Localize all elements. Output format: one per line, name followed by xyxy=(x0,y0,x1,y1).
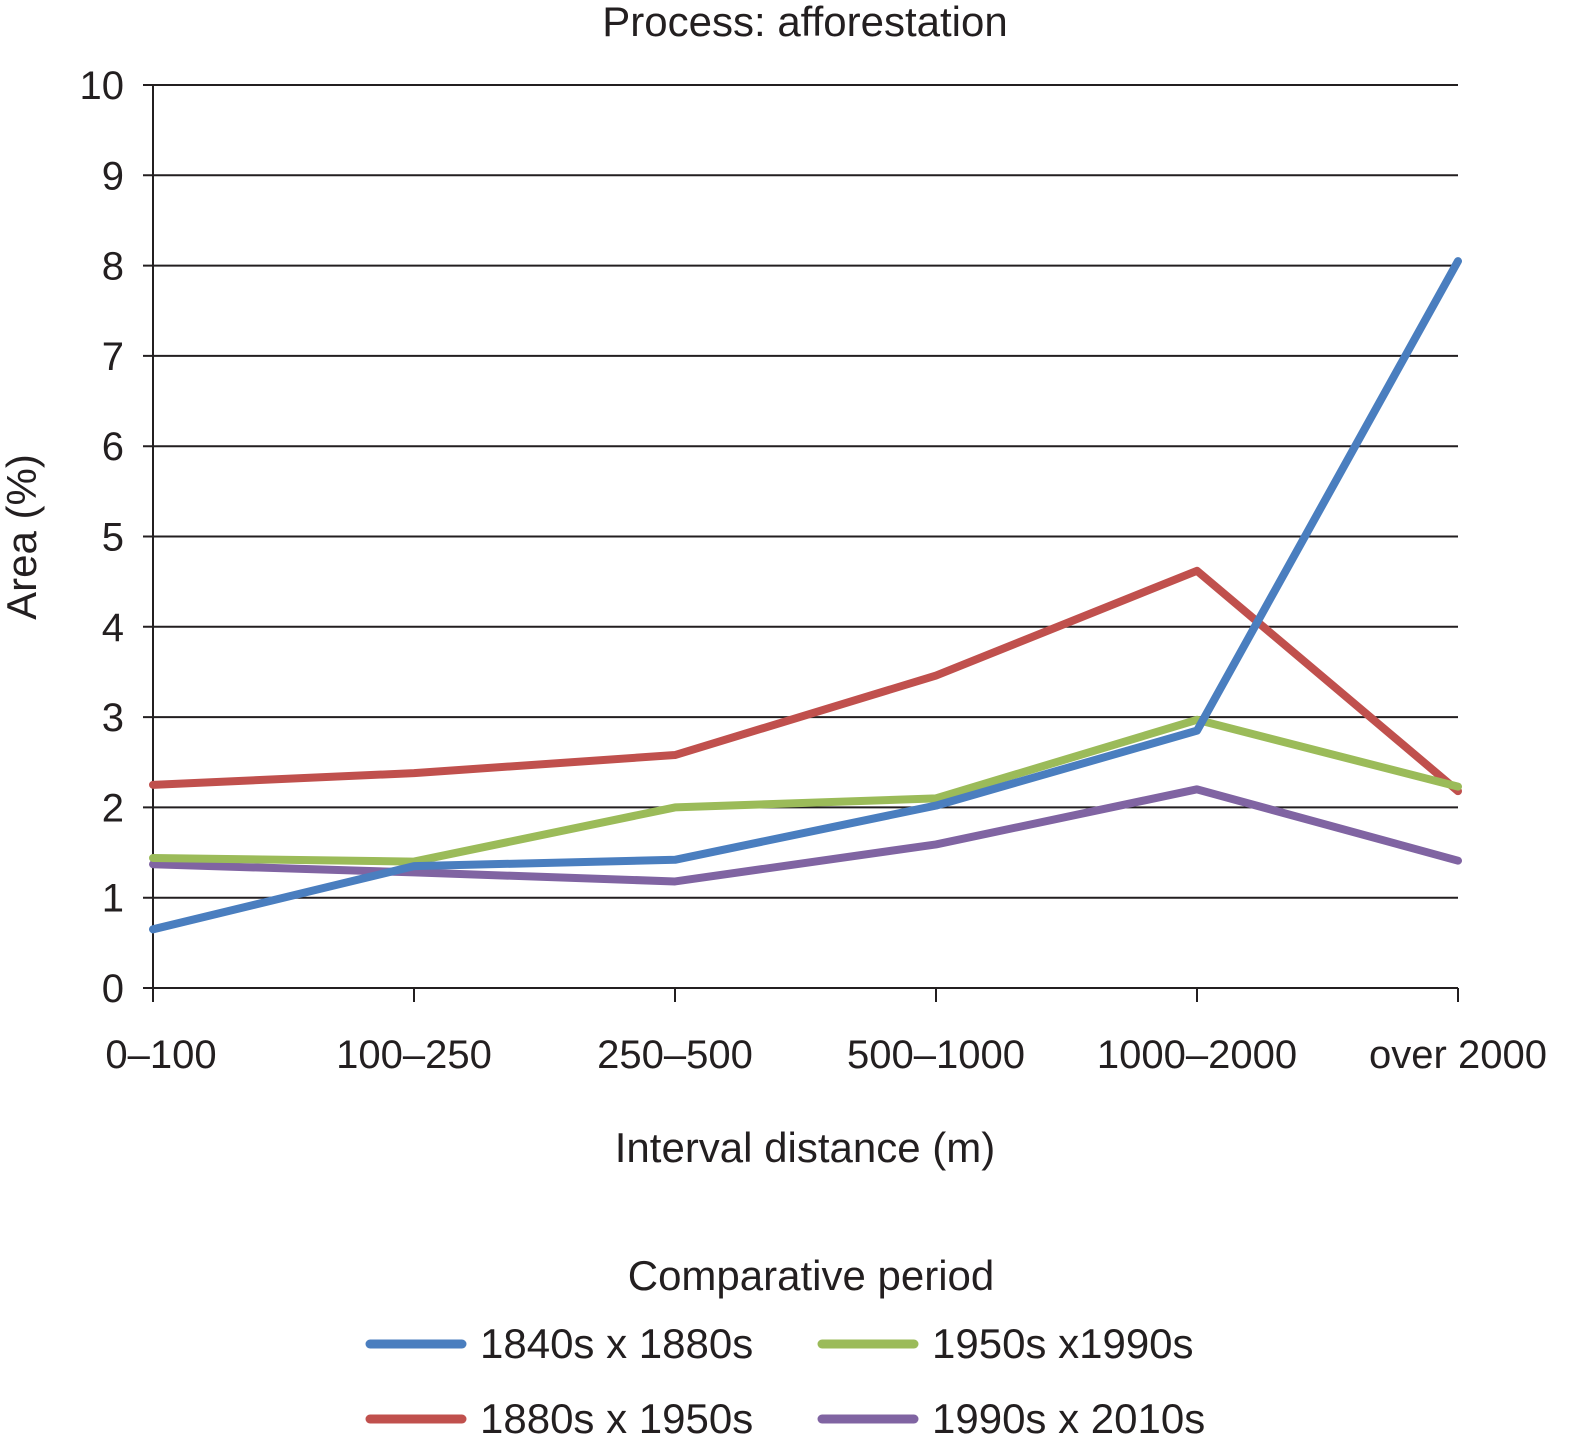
y-tick-label: 6 xyxy=(102,425,124,469)
y-tick-label: 9 xyxy=(102,154,124,198)
x-axis-ticks: 0–100 100–250 250–500 500–1000 1000–2000 over… xyxy=(105,988,1547,1077)
y-tick-label: 2 xyxy=(102,786,124,830)
y-tick-label: 7 xyxy=(102,335,124,379)
series-line xyxy=(149,566,1462,796)
y-tick-label: 4 xyxy=(102,606,124,650)
y-tick-label: 1 xyxy=(102,877,124,921)
chart-title: Process: afforestation xyxy=(602,0,1007,45)
legend-title: Comparative period xyxy=(628,1252,995,1299)
series-line xyxy=(149,257,1462,934)
y-tick-label: 0 xyxy=(102,967,124,1011)
legend-label: 1840s x 1880s xyxy=(480,1320,753,1367)
y-tick-label: 5 xyxy=(102,516,124,560)
legend-label: 1950s x1990s xyxy=(932,1320,1194,1367)
series-line xyxy=(149,785,1462,886)
y-tick-label: 8 xyxy=(102,245,124,289)
y-tick-label: 10 xyxy=(80,64,125,108)
x-tick-label: over 2000 xyxy=(1369,1033,1547,1077)
legend-label: 1990s x 2010s xyxy=(932,1395,1205,1442)
x-axis-label: Interval distance (m) xyxy=(615,1124,995,1171)
x-tick-label: 0–100 xyxy=(105,1033,216,1077)
legend-label: 1880s x 1950s xyxy=(480,1395,753,1442)
series-line xyxy=(149,715,1462,866)
series-lines xyxy=(149,257,1462,934)
y-axis-ticks: 0 1 2 3 4 5 6 7 8 9 10 xyxy=(80,64,125,1011)
x-tick-label: 500–1000 xyxy=(847,1033,1025,1077)
x-tick-label: 250–500 xyxy=(597,1033,753,1077)
y-axis-label: Area (%) xyxy=(0,454,45,620)
legend: 1840s x 1880s 1950s x1990s 1880s x 1950s 19… xyxy=(365,1320,1205,1442)
gridlines xyxy=(143,84,1458,989)
x-tick-label: 100–250 xyxy=(336,1033,492,1077)
x-tick-label: 1000–2000 xyxy=(1097,1033,1297,1077)
y-tick-label: 3 xyxy=(102,696,124,740)
